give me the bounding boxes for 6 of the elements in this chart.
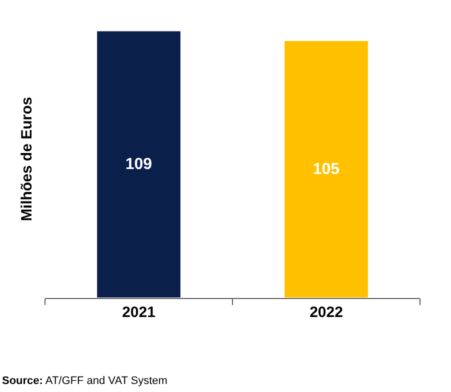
y-axis-title: Milhões de Euros — [18, 96, 36, 222]
x-tick-label: 2021 — [122, 304, 156, 321]
data-label: 105 — [312, 160, 340, 178]
data-label: 109 — [125, 156, 152, 173]
x-tick-label: 2022 — [310, 304, 343, 321]
source-note: Source: AT/GFF and VAT System — [2, 375, 168, 387]
